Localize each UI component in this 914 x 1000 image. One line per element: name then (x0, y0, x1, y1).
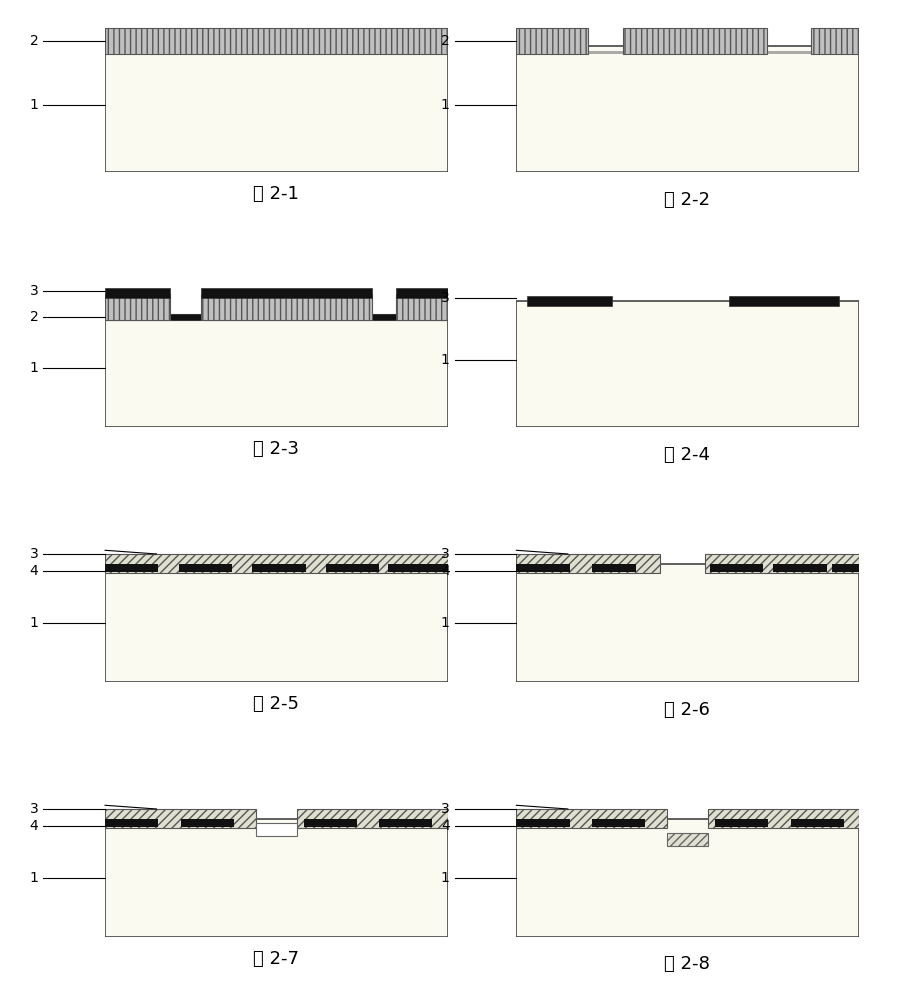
Bar (379, 819, 432, 827)
Bar (622, 28, 767, 54)
Bar (252, 563, 305, 572)
Text: 图 2-4: 图 2-4 (664, 446, 710, 464)
Text: 2: 2 (29, 34, 38, 48)
Text: 4: 4 (441, 819, 450, 833)
Text: 图 2-1: 图 2-1 (253, 185, 299, 203)
Bar (832, 563, 859, 572)
Bar (516, 46, 859, 172)
Text: 图 2-6: 图 2-6 (664, 701, 710, 719)
Text: 3: 3 (441, 290, 450, 304)
Bar (105, 819, 158, 827)
Bar (105, 46, 448, 172)
Bar (105, 294, 170, 320)
Text: 2: 2 (441, 34, 450, 48)
Bar (715, 818, 769, 827)
Bar (715, 819, 769, 827)
Text: 4: 4 (29, 819, 38, 833)
Bar (516, 809, 667, 828)
Text: 图 2-5: 图 2-5 (253, 695, 299, 713)
Bar (708, 809, 859, 828)
Bar (516, 564, 569, 572)
Bar (326, 563, 379, 572)
Bar (201, 288, 373, 298)
Bar (592, 819, 645, 827)
Bar (179, 564, 232, 572)
Bar (252, 564, 305, 572)
Bar (516, 554, 660, 573)
Bar (388, 564, 448, 572)
Text: 图 2-7: 图 2-7 (253, 950, 299, 968)
Text: 3: 3 (441, 802, 450, 816)
Bar (179, 563, 232, 572)
Bar (303, 819, 357, 827)
Bar (388, 563, 448, 572)
Bar (397, 288, 448, 298)
Text: 2: 2 (29, 310, 38, 324)
Bar (105, 564, 448, 682)
Bar (379, 818, 432, 827)
Bar (516, 563, 569, 572)
Bar (105, 819, 448, 937)
Text: 3: 3 (29, 284, 38, 298)
Bar (516, 28, 589, 54)
Bar (105, 563, 158, 572)
Bar (710, 564, 763, 572)
Bar (516, 564, 859, 682)
Text: 1: 1 (441, 871, 450, 885)
Text: 1: 1 (441, 616, 450, 630)
Bar (105, 564, 158, 572)
Bar (516, 819, 859, 937)
Bar (297, 809, 448, 828)
Bar (516, 819, 569, 827)
Bar (832, 564, 859, 572)
Bar (105, 314, 448, 320)
Bar (105, 316, 448, 427)
Bar (667, 833, 708, 846)
Text: 3: 3 (29, 802, 38, 816)
Text: 4: 4 (441, 564, 450, 578)
Bar (791, 818, 844, 827)
Bar (105, 809, 256, 828)
Bar (256, 823, 297, 836)
Text: 4: 4 (29, 564, 38, 578)
Bar (592, 563, 636, 572)
Bar (326, 564, 379, 572)
Bar (105, 288, 170, 298)
Bar (812, 28, 859, 54)
Bar (303, 818, 357, 827)
Text: 1: 1 (29, 616, 38, 630)
Bar (105, 818, 158, 827)
Text: 图 2-2: 图 2-2 (664, 191, 710, 209)
Bar (397, 294, 448, 320)
Bar (728, 296, 839, 306)
Bar (105, 28, 448, 54)
Bar (705, 554, 859, 573)
Text: 1: 1 (29, 98, 38, 112)
Text: 1: 1 (29, 361, 38, 375)
Bar (516, 301, 859, 427)
Bar (180, 818, 234, 827)
Bar (791, 819, 844, 827)
Bar (773, 564, 826, 572)
Bar (592, 564, 636, 572)
Bar (180, 819, 234, 827)
Bar (773, 563, 826, 572)
Text: 3: 3 (29, 547, 38, 561)
Text: 1: 1 (441, 353, 450, 367)
Text: 图 2-8: 图 2-8 (664, 955, 710, 973)
Text: 图 2-3: 图 2-3 (253, 440, 299, 458)
Bar (526, 296, 612, 306)
Bar (516, 51, 859, 54)
Bar (201, 294, 373, 320)
Bar (592, 818, 645, 827)
Text: 1: 1 (441, 98, 450, 112)
Bar (710, 563, 763, 572)
Text: 1: 1 (29, 871, 38, 885)
Text: 3: 3 (441, 547, 450, 561)
Bar (105, 554, 448, 573)
Bar (516, 818, 569, 827)
